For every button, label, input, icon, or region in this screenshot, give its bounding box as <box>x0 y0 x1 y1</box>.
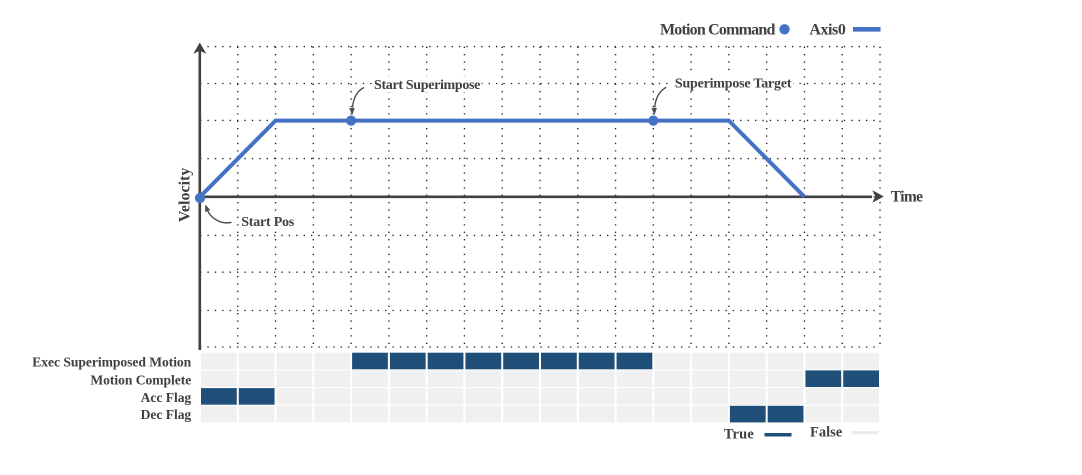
svg-text:Axis0: Axis0 <box>809 22 845 39</box>
svg-text:Superimpose Target: Superimpose Target <box>675 77 792 92</box>
svg-text:Velocity: Velocity <box>176 168 193 223</box>
svg-text:Time: Time <box>891 189 923 206</box>
svg-text:False: False <box>810 425 843 441</box>
svg-text:Dec Flag: Dec Flag <box>141 407 192 422</box>
svg-text:Acc Flag: Acc Flag <box>141 390 192 405</box>
svg-text:Start Superimpose: Start Superimpose <box>374 78 480 93</box>
svg-text:Start Pos: Start Pos <box>241 215 295 230</box>
svg-text:True: True <box>724 427 755 443</box>
svg-text:Exec Superimposed Motion: Exec Superimposed Motion <box>32 354 191 369</box>
svg-text:Motion Command: Motion Command <box>660 22 775 39</box>
svg-text:Motion Complete: Motion Complete <box>90 372 191 387</box>
